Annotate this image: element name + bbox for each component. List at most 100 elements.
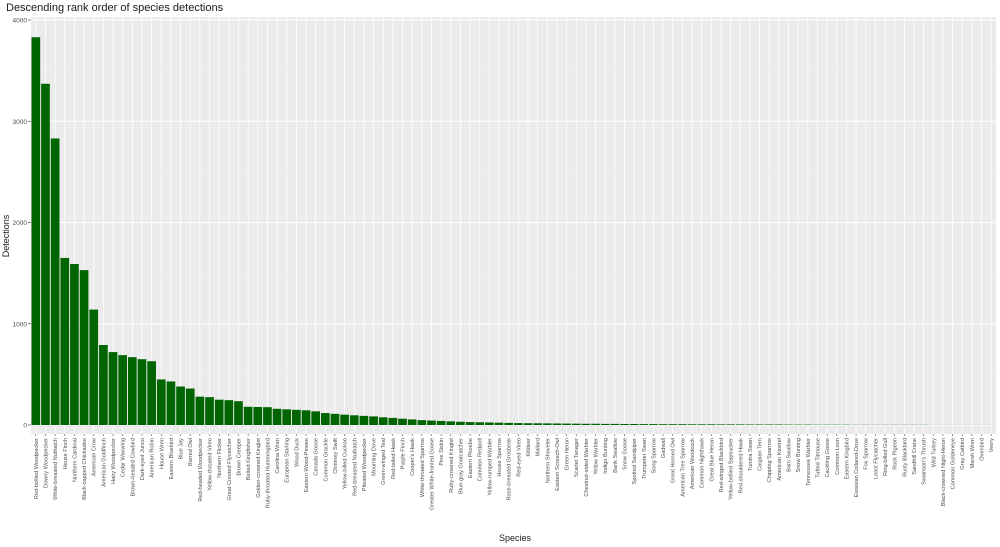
x-axis-label: Species xyxy=(499,533,532,543)
x-tick-label: Black-crowned Night-Heron xyxy=(941,438,947,506)
bar xyxy=(156,379,166,425)
x-tick-label: Trumpeter Swan xyxy=(642,438,648,479)
x-tick-label: Great Crested Flycatcher xyxy=(227,438,233,501)
x-tick-label: Green Heron xyxy=(565,438,571,470)
bar xyxy=(678,424,687,425)
x-tick-label: Chestnut-sided Warbler xyxy=(584,438,590,497)
x-tick-label: Common Grackle xyxy=(323,438,329,482)
bar xyxy=(147,361,156,425)
x-tick-label: Tufted Titmouse xyxy=(815,438,821,478)
bar xyxy=(185,388,195,425)
bar xyxy=(764,424,774,425)
x-tick-label: Snow Goose xyxy=(622,438,628,470)
x-tick-label: Yellow Warbler xyxy=(594,438,600,475)
plot-panel xyxy=(31,17,996,434)
x-tick-label: American Tree Sparrow xyxy=(680,437,686,497)
x-tick-label: White-breasted Nuthatch xyxy=(53,438,59,500)
bar xyxy=(571,423,581,425)
x-tick-label: Eastern Phoebe xyxy=(468,438,474,478)
bar xyxy=(755,424,764,425)
bar xyxy=(513,423,523,425)
bar xyxy=(504,422,514,425)
x-tick-label: Rusty Blackbird xyxy=(902,438,908,477)
bar xyxy=(687,424,697,425)
bar xyxy=(542,423,552,425)
x-tick-label: Ovenbird xyxy=(980,438,986,461)
bar xyxy=(716,424,726,425)
x-tick-label: Swainson's Thrush xyxy=(922,438,928,485)
x-tick-label: Sandhill Crane xyxy=(912,438,918,475)
x-tick-label: Red-bellied Woodpecker xyxy=(34,438,40,499)
x-tick-label: Red-tailed Hawk xyxy=(391,438,397,479)
x-tick-label: Canada Goose xyxy=(314,438,320,476)
bar xyxy=(446,421,456,425)
x-tick-label: American Robin xyxy=(150,438,156,478)
x-tick-label: House Sparrow xyxy=(497,437,503,477)
bar xyxy=(31,37,41,426)
bar xyxy=(697,424,707,425)
x-tick-label: Common Nighthawk xyxy=(700,438,706,489)
x-tick-label: Common Redpoll xyxy=(478,438,484,481)
bar xyxy=(417,420,427,425)
bar xyxy=(369,416,378,425)
x-tick-label: Golden-crowned Kinglet xyxy=(256,438,262,498)
x-tick-label: Ruby-crowned Kinglet xyxy=(449,438,455,493)
bar xyxy=(127,357,137,425)
x-tick-label: Tundra Swan xyxy=(748,438,754,471)
bar xyxy=(427,420,436,425)
bar xyxy=(581,423,591,425)
x-tick-label: Great Blue Heron xyxy=(709,438,715,482)
x-tick-label: Pine Siskin xyxy=(439,438,445,466)
bar xyxy=(263,407,272,425)
x-tick-label: Marsh Wren xyxy=(970,438,976,468)
x-tick-label: Red-shouldered Hawk xyxy=(738,438,744,494)
bar xyxy=(320,413,330,425)
x-tick-label: Black-capped Chickadee xyxy=(82,438,88,500)
y-tick-label: 4000 xyxy=(13,18,28,25)
bar xyxy=(99,345,108,425)
x-tick-label: Northern Cardinal xyxy=(72,438,78,482)
x-tick-label: Snow Bunting xyxy=(796,438,802,473)
x-tick-label: Yellow-throated Vireo xyxy=(208,438,214,491)
bar xyxy=(388,417,398,425)
x-tick-label: Barn Swallow xyxy=(787,437,793,472)
bar xyxy=(745,424,755,425)
x-tick-label: Red-headed Woodpecker xyxy=(198,438,204,502)
bar xyxy=(243,406,253,425)
bar xyxy=(311,411,321,425)
x-tick-label: Red-winged Blackbird xyxy=(719,438,725,492)
bar xyxy=(292,409,301,425)
bar xyxy=(706,424,716,425)
bar xyxy=(50,138,60,425)
bar xyxy=(533,423,542,425)
bar xyxy=(60,257,70,425)
x-tick-label: Green-winged Teal xyxy=(381,438,387,485)
bar xyxy=(620,423,629,425)
bar xyxy=(108,352,118,425)
bar xyxy=(639,424,649,425)
bar xyxy=(137,359,147,425)
bar xyxy=(301,410,311,425)
x-tick-label: Brown-headed Cowbird xyxy=(130,438,136,496)
bar xyxy=(726,424,735,425)
y-tick-label: 3000 xyxy=(13,119,28,126)
bar xyxy=(629,423,639,425)
x-tick-label: Spotted Sandpiper xyxy=(632,438,638,484)
x-tick-label: Cackling Goose xyxy=(825,438,831,478)
x-tick-label: American Goldfinch xyxy=(101,438,107,487)
bar xyxy=(224,400,234,425)
x-tick-label: Yellow-rumped Warbler xyxy=(487,438,493,496)
bar xyxy=(398,418,407,425)
x-tick-label: European Starling xyxy=(285,438,291,483)
bar xyxy=(407,419,417,425)
x-tick-label: Caspian Tern xyxy=(758,438,764,471)
bar xyxy=(774,424,784,425)
x-tick-label: Cooper's Hawk xyxy=(410,438,416,476)
x-tick-label: Red-eyed Vireo xyxy=(516,438,522,477)
x-tick-label: Bank Swallow xyxy=(613,437,619,473)
bar xyxy=(494,422,504,425)
x-tick-label: Red-breasted Nuthatch xyxy=(352,438,358,496)
bar xyxy=(272,408,282,425)
x-tick-label: Carolina Wren xyxy=(275,438,281,474)
